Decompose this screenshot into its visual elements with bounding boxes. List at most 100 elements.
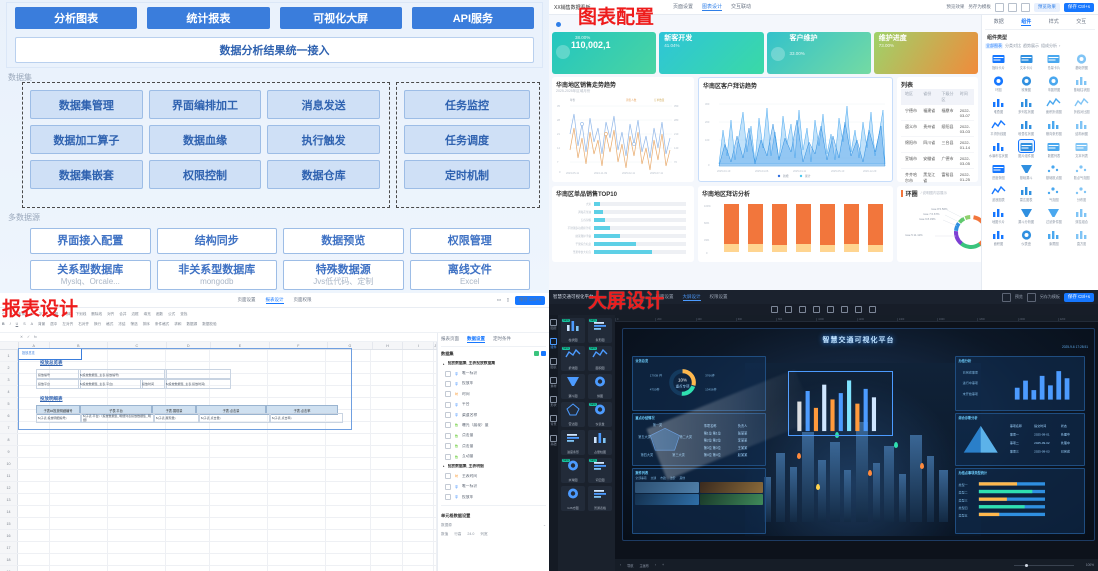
palette-item-bar-chart-icon[interactable]: NEW 柱状图: [561, 318, 585, 343]
bs-preview-action[interactable]: 预览: [1014, 294, 1023, 299]
sheet-cell[interactable]: [326, 458, 372, 469]
sheet-cell[interactable]: [50, 362, 108, 373]
rp-device-icon[interactable]: ▯: [506, 297, 509, 302]
sheet-cell[interactable]: [50, 566, 108, 571]
sheet-cell[interactable]: [268, 398, 327, 409]
detail-cell-4[interactable]: ${子表.点击率}: [270, 413, 343, 423]
bs-align-icon[interactable]: [869, 306, 876, 313]
sheet-cell[interactable]: [403, 518, 434, 529]
tb-fill-label[interactable]: 填充: [143, 311, 151, 316]
field-checkbox[interactable]: [445, 483, 451, 490]
kpi-card-total[interactable]: 38.00% 110,002,1: [552, 32, 657, 74]
case-tabs[interactable]: 全部事项 交通 市政 治安 其他: [635, 476, 686, 481]
sheet-row[interactable]: 16: [0, 530, 437, 542]
tb-bold-label[interactable]: 加粗: [51, 311, 59, 316]
sheet-cell[interactable]: [166, 350, 211, 361]
sheet-cell[interactable]: [50, 482, 108, 493]
sheet-cell[interactable]: [108, 386, 166, 397]
sheet-cell[interactable]: [166, 446, 211, 457]
tb-font-size[interactable]: 11: [30, 312, 34, 316]
component-item-pie-chart-icon[interactable]: 基础饼图: [1068, 52, 1095, 73]
sheet-cell[interactable]: [108, 446, 166, 457]
field-checkbox[interactable]: [445, 401, 451, 408]
spreadsheet[interactable]: ✕ ✓ fx A B C D E F G H I J 1 2 3 4 5 6 7 8 9 10 11…: [0, 333, 437, 571]
component-item-funnel-icon[interactable]: 基础漏斗: [1013, 162, 1040, 183]
arch-cell-ui-access-config[interactable]: 界面接入配置: [30, 228, 151, 254]
cell-prop-3[interactable]: 列宽: [480, 532, 488, 537]
detail-hdr-2[interactable]: 子表.展现量: [152, 405, 196, 415]
sheet-cell[interactable]: [50, 446, 108, 457]
bs-redo-icon[interactable]: [785, 306, 792, 313]
sheet-cell[interactable]: [108, 542, 166, 553]
field-checkbox[interactable]: [445, 443, 451, 450]
sheet-cell[interactable]: [326, 434, 372, 445]
palette-item-radar-icon[interactable]: 雷达图: [561, 402, 585, 427]
component-item-list-icon[interactable]: 文本列表: [1068, 140, 1095, 161]
sheet-cell[interactable]: [371, 542, 403, 553]
sheet-cell[interactable]: [371, 470, 403, 481]
tb-border-label[interactable]: 边框: [131, 311, 139, 316]
sheet-cell[interactable]: [18, 458, 50, 469]
tb-u[interactable]: U: [15, 322, 19, 326]
sheet-cell[interactable]: [326, 422, 372, 433]
component-item-tree-icon[interactable]: 结构树图: [1068, 118, 1095, 139]
sheet-cell[interactable]: [326, 530, 372, 541]
field-checkbox[interactable]: [445, 380, 451, 387]
palette-item-h-bar-icon[interactable]: NEW 条形图: [588, 318, 612, 343]
sheet-cell[interactable]: [210, 422, 269, 433]
rail-item-layers-icon[interactable]: 图层: [550, 319, 557, 330]
sheet-cell[interactable]: [166, 470, 211, 481]
arch-cell-dataset-nesting[interactable]: 数据集嵌套: [30, 160, 143, 189]
sheet-cell[interactable]: [371, 350, 403, 361]
arch-btn-stat-report[interactable]: 统计报表: [147, 7, 270, 29]
rp-save-button[interactable]: 保存 Ctrl+s: [514, 295, 545, 305]
mobile-icon[interactable]: [1020, 2, 1030, 12]
bs-undo2-icon[interactable]: [771, 306, 778, 313]
sheet-cell[interactable]: [371, 482, 403, 493]
component-item-multi-bar-icon[interactable]: 多列柱状图: [1013, 96, 1040, 117]
sheet-cell[interactable]: [403, 470, 434, 481]
sheet-cell[interactable]: [326, 482, 372, 493]
sheet-cell[interactable]: [268, 350, 327, 361]
sheet-cell[interactable]: [268, 470, 327, 481]
rail-item-material-icon[interactable]: 素材: [550, 376, 557, 388]
sheet-cell[interactable]: [434, 434, 437, 445]
sheet-row[interactable]: 10: [0, 458, 437, 470]
sheet-cell[interactable]: [371, 446, 403, 457]
sheet-cell[interactable]: [50, 350, 108, 361]
detail-hdr-3[interactable]: 子表.点击量: [196, 405, 266, 415]
sheet-row[interactable]: 18: [0, 554, 437, 566]
panel-business-overview[interactable]: 业务总览 10% 重点专项 17938 件 4750件 3766件 13456件: [632, 356, 767, 412]
sheet-cell[interactable]: [268, 434, 327, 445]
sheet-cell[interactable]: [326, 398, 372, 409]
sheet-cell[interactable]: [50, 398, 108, 409]
panel-key-cases[interactable]: 重点办结情况 第一类 第五大类 第二大类 第四大类 第三大类 事项名称 负责人 第1位 …: [632, 413, 767, 467]
sheet-cell[interactable]: [166, 530, 211, 541]
sheet-cell[interactable]: [326, 446, 372, 457]
tb-undo-icon[interactable]: ↶: [2, 312, 6, 316]
field-checkbox[interactable]: [445, 370, 451, 377]
component-item-dot-icon[interactable]: 气泡图: [1041, 184, 1068, 205]
sheet-cell[interactable]: [108, 530, 166, 541]
sheet-row[interactable]: 11: [0, 470, 437, 482]
table-row[interactable]: 绵阳市 四川省 三台县 2022-01-14: [901, 137, 974, 153]
component-item-wave-icon[interactable]: 波浪图表: [985, 184, 1012, 205]
tablet-icon[interactable]: [1007, 2, 1017, 12]
component-item-indicator-card-icon[interactable]: 指标卡片: [985, 52, 1012, 73]
detail-hdr-0[interactable]: 子表id/投放明细编号: [36, 405, 80, 415]
component-item-scatter-icon[interactable]: 基础散点图: [1041, 162, 1068, 183]
arch-cell-ui-orchestration[interactable]: 界面编排加工: [148, 90, 262, 119]
sheet-cell[interactable]: [403, 530, 434, 541]
expand-caret-icon[interactable]: ▸: [443, 361, 445, 366]
sheet-row[interactable]: 6: [0, 410, 437, 422]
rp-menu-report-design[interactable]: 报表设计: [265, 296, 284, 304]
sheet-cell[interactable]: [434, 494, 437, 505]
panel-settle-analysis[interactable]: 办结分析 已完成事项 进行中事项 未开始事项: [955, 356, 1085, 412]
tb-sum[interactable]: 求和: [174, 321, 182, 326]
add-dataset-icon[interactable]: [534, 350, 539, 356]
sheet-cell[interactable]: [210, 398, 269, 409]
table-row[interactable]: 遵义市 贵州省 绥阳县 2022-03-03: [901, 121, 974, 137]
arch-cell-data-lineage[interactable]: 数据血缘: [148, 125, 262, 154]
sheet-cell[interactable]: [108, 362, 166, 373]
sheet-cell[interactable]: [108, 518, 166, 529]
